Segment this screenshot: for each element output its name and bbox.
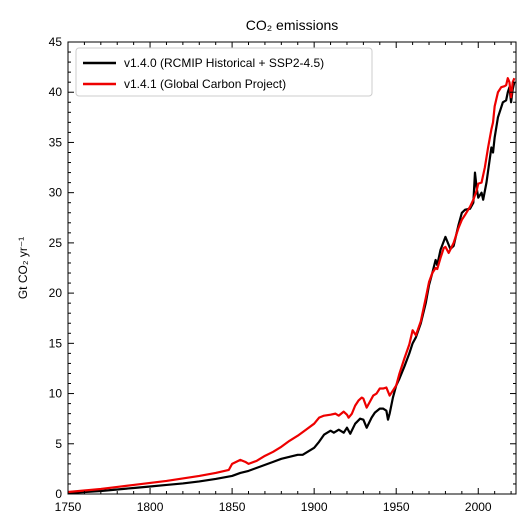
series-layer <box>68 77 516 494</box>
series-line-2 <box>68 77 516 494</box>
x-tick-label: 2000 <box>465 500 492 514</box>
x-tick-label: 1750 <box>55 500 82 514</box>
y-tick-label: 35 <box>49 135 63 149</box>
y-axis-label: Gt CO₂ yr⁻¹ <box>16 237 30 299</box>
x-tick-label: 1800 <box>137 500 164 514</box>
x-tick-label: 1950 <box>383 500 410 514</box>
y-tick-label: 45 <box>49 35 63 49</box>
y-tick-label: 5 <box>55 437 62 451</box>
y-tick-label: 15 <box>49 336 63 350</box>
y-tick-label: 0 <box>55 487 62 501</box>
x-tick-label: 1850 <box>219 500 246 514</box>
axes-layer: 1750 1800 1850 1900 1950 2000 0 5 10 15 20 25 30 35 40… <box>49 35 517 514</box>
chart-title: CO₂ emissions <box>246 17 339 33</box>
series-line-1 <box>68 81 516 494</box>
legend-label-1: v1.4.0 (RCMIP Historical + SSP2-4.5) <box>124 56 324 70</box>
y-tick-label: 25 <box>49 236 63 250</box>
legend-box <box>75 47 373 97</box>
x-tick-label: 1900 <box>301 500 328 514</box>
legend: v1.4.0 (RCMIP Historical + SSP2-4.5) v1.4… <box>75 47 373 97</box>
y-tick-label: 20 <box>49 286 63 300</box>
plot-frame <box>67 41 517 495</box>
y-tick-label: 40 <box>49 85 63 99</box>
legend-label-2: v1.4.1 (Global Carbon Project) <box>124 77 286 91</box>
y-tick-label: 30 <box>49 186 63 200</box>
y-tick-label: 10 <box>49 387 63 401</box>
